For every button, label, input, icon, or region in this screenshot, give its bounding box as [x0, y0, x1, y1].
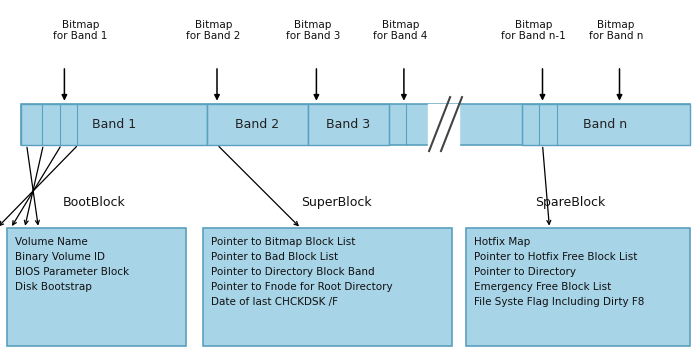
Text: Bitmap
for Band 4: Bitmap for Band 4 — [373, 20, 428, 41]
Text: Band 1: Band 1 — [92, 117, 136, 131]
Text: Pointer to Bitmap Block List
Pointer to Bad Block List
Pointer to Directory Bloc: Pointer to Bitmap Block List Pointer to … — [211, 237, 393, 307]
Text: Bitmap
for Band n: Bitmap for Band n — [589, 20, 643, 41]
Bar — [308, 104, 388, 145]
Bar — [522, 104, 690, 145]
Bar — [203, 228, 452, 346]
Text: Band n: Band n — [583, 117, 628, 131]
Text: Hotfix Map
Pointer to Hotfix Free Block List
Pointer to Directory
Emergency Free: Hotfix Map Pointer to Hotfix Free Block … — [474, 237, 644, 307]
Text: Bitmap
for Band 1: Bitmap for Band 1 — [53, 20, 108, 41]
Bar — [206, 104, 308, 145]
Text: SpareBlock: SpareBlock — [536, 196, 606, 209]
Text: Bitmap
for Band n-1: Bitmap for Band n-1 — [501, 20, 566, 41]
Text: Band 2: Band 2 — [235, 117, 279, 131]
Text: Bitmap
for Band 3: Bitmap for Band 3 — [286, 20, 340, 41]
Text: Volume Name
Binary Volume ID
BIOS Parameter Block
Disk Bootstrap: Volume Name Binary Volume ID BIOS Parame… — [15, 237, 130, 292]
Text: Band 3: Band 3 — [326, 117, 370, 131]
Bar — [21, 104, 690, 145]
Bar — [7, 228, 186, 346]
Bar — [466, 228, 690, 346]
Bar — [21, 104, 206, 145]
Text: SuperBlock: SuperBlock — [301, 196, 371, 209]
Text: BootBlock: BootBlock — [63, 196, 126, 209]
Text: Bitmap
for Band 2: Bitmap for Band 2 — [186, 20, 241, 41]
